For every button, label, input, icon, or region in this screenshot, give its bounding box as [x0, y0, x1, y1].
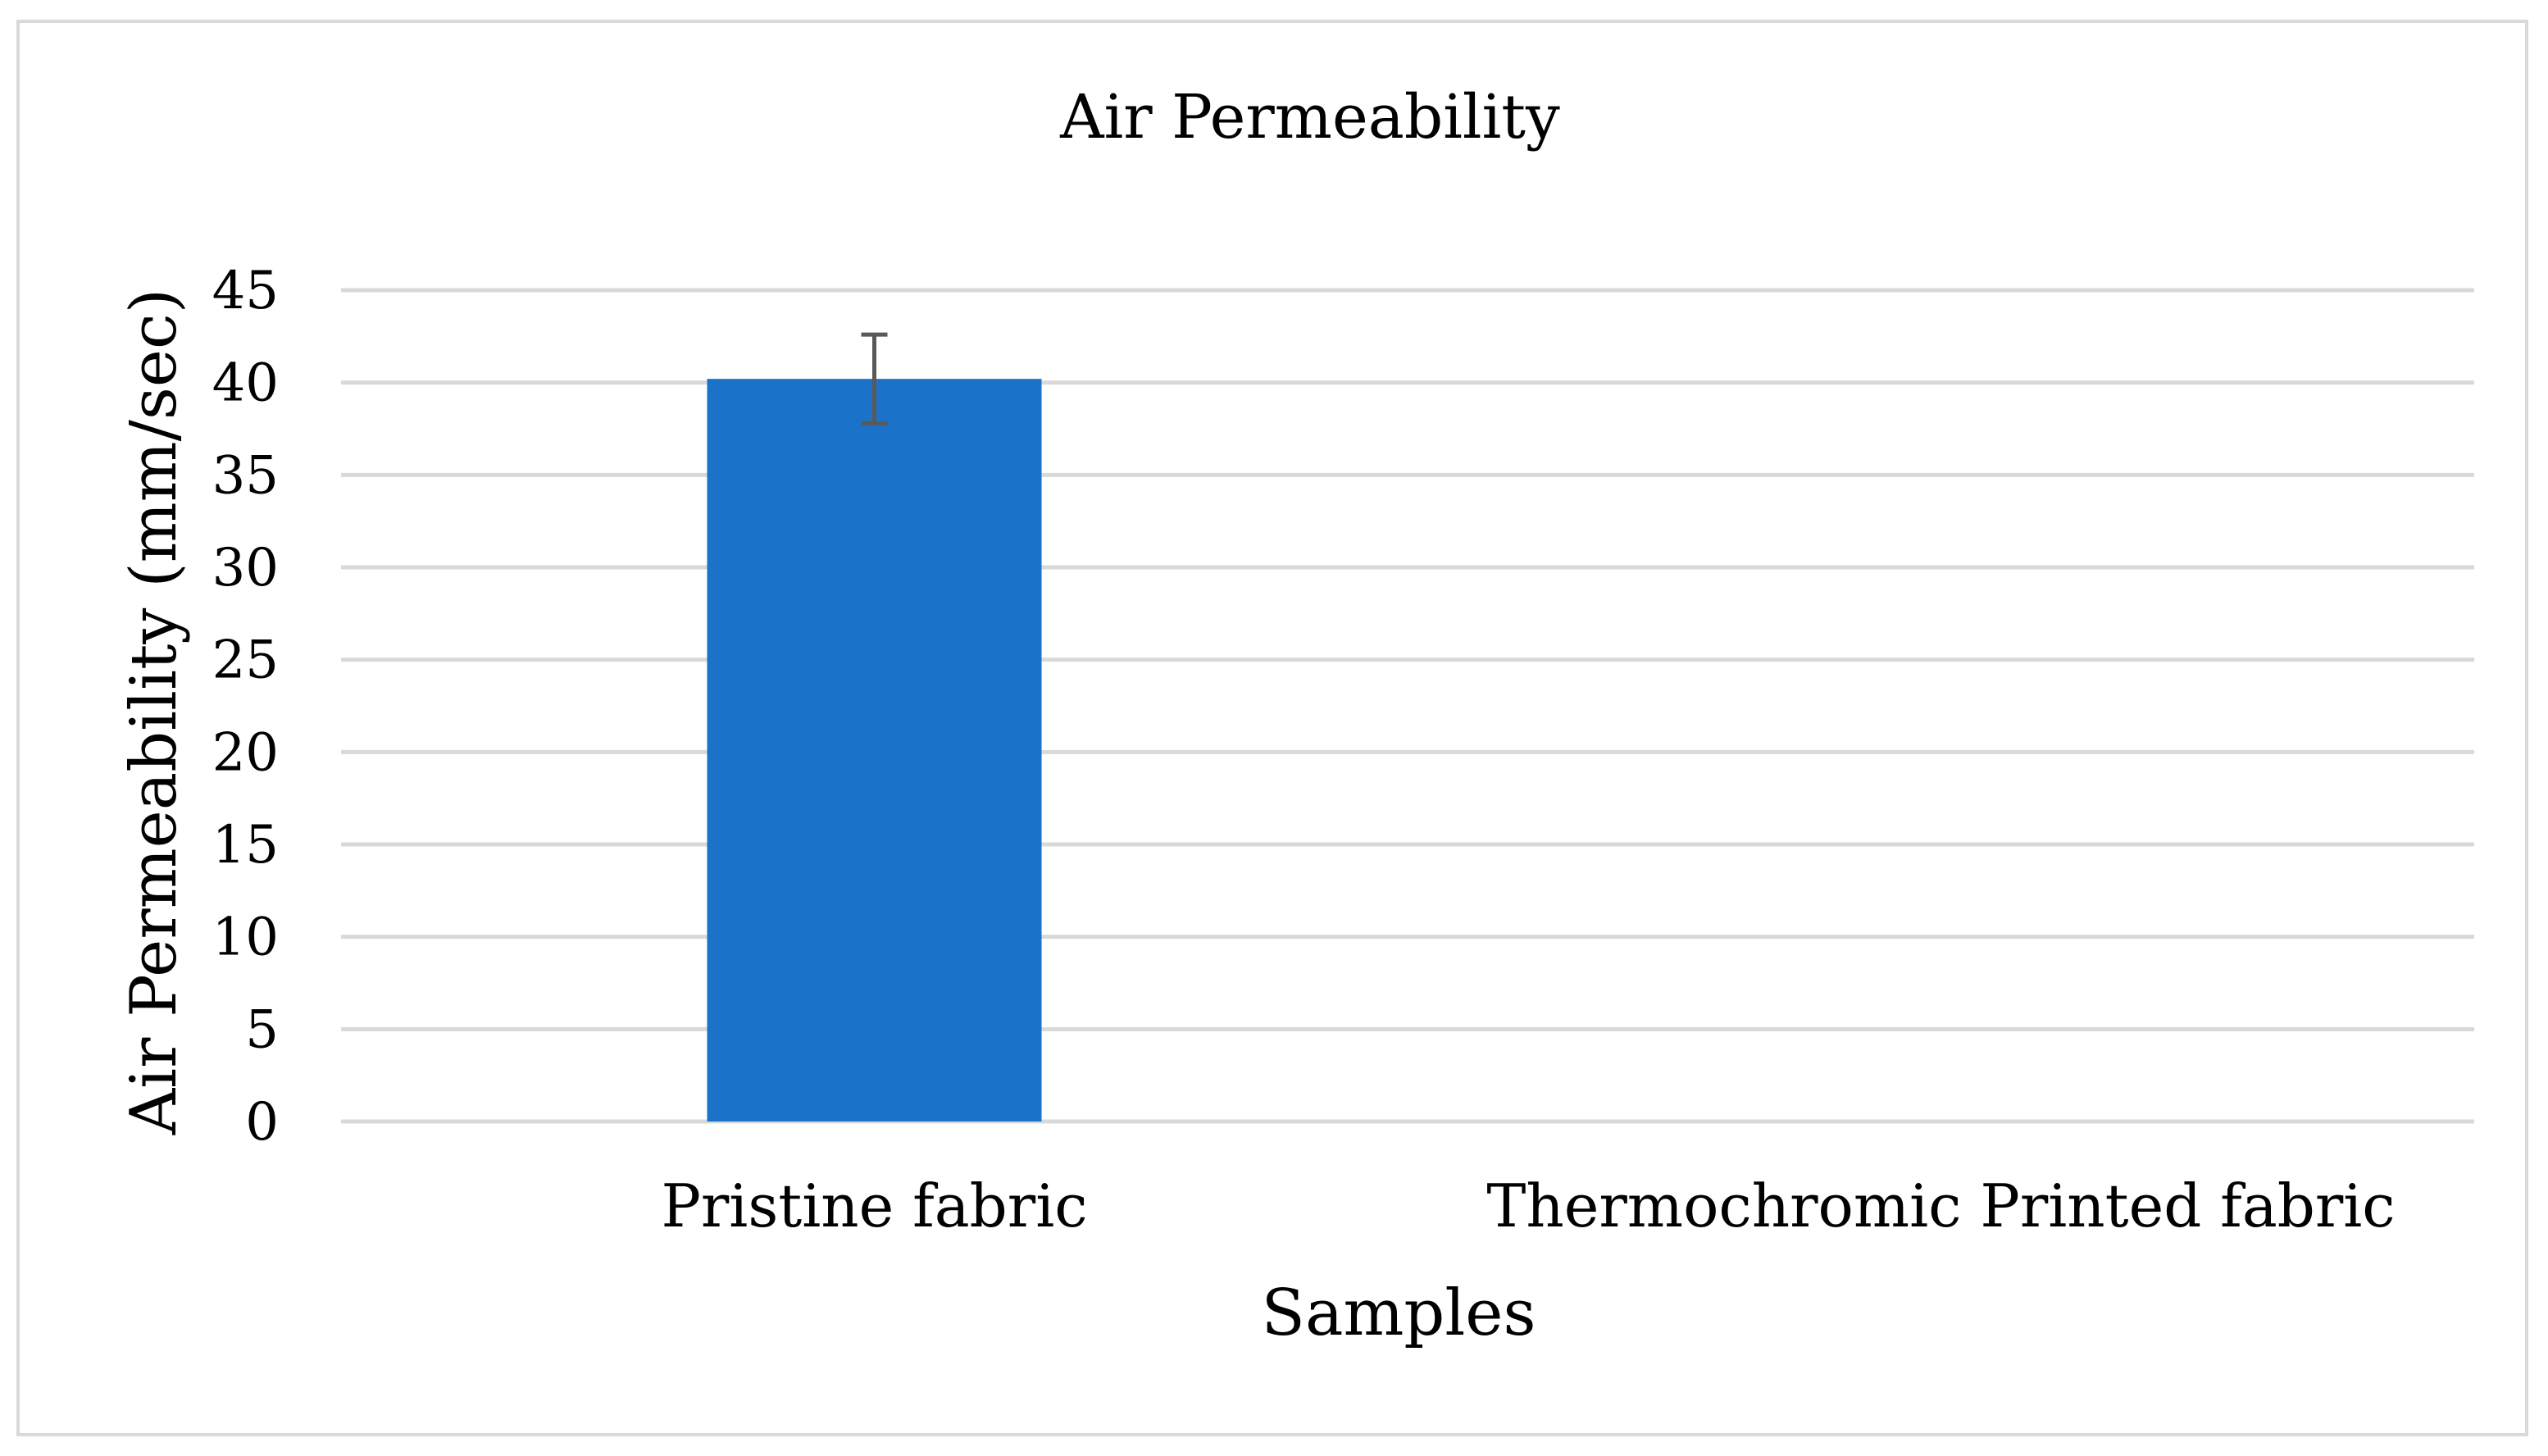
y-tick-label: 20 [212, 722, 279, 783]
y-tick-label: 30 [212, 538, 279, 598]
y-tick-label: 5 [245, 999, 279, 1060]
bar [707, 379, 1042, 1122]
y-tick-label: 10 [212, 908, 279, 968]
error-bars [861, 332, 888, 425]
x-tick-label: Thermochromic Printed fabric [1486, 1172, 2395, 1240]
chart-frame [16, 20, 2528, 1436]
grid-lines [341, 288, 2474, 1124]
y-tick-label: 45 [212, 261, 279, 321]
y-axis-ticks: 0 5 10 15 20 25 30 35 40 45 [212, 261, 279, 1153]
y-tick-label: 35 [212, 445, 279, 506]
bars [707, 379, 1042, 1122]
x-tick-label: Pristine fabric [661, 1172, 1087, 1240]
y-tick-label: 0 [245, 1092, 279, 1153]
chart-title: Air Permeability [1059, 82, 1560, 152]
y-axis-title: Air Permeability (mm/sec) [117, 289, 191, 1135]
x-axis-labels: Pristine fabric Thermochromic Printed fab… [661, 1172, 2395, 1240]
x-axis-title: Samples [1262, 1276, 1536, 1350]
y-tick-label: 40 [212, 353, 279, 414]
y-tick-label: 15 [212, 815, 279, 876]
y-tick-label: 25 [212, 630, 279, 691]
